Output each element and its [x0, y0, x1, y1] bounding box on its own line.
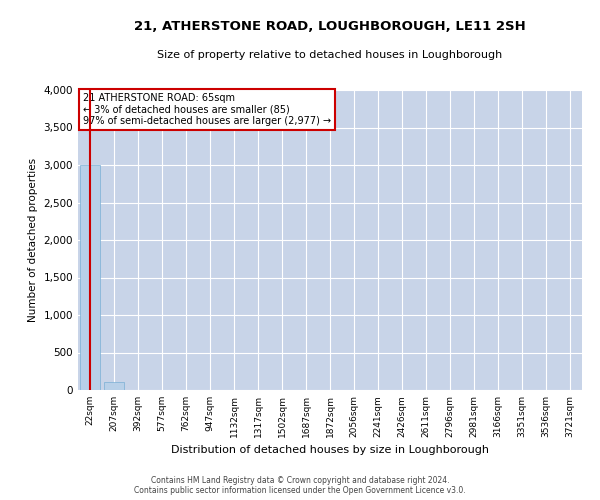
X-axis label: Distribution of detached houses by size in Loughborough: Distribution of detached houses by size …	[171, 446, 489, 456]
Bar	[104, 382, 124, 390]
Text: Size of property relative to detached houses in Loughborough: Size of property relative to detached ho…	[157, 50, 503, 60]
Y-axis label: Number of detached properties: Number of detached properties	[28, 158, 38, 322]
Text: Contains HM Land Registry data © Crown copyright and database right 2024.
Contai: Contains HM Land Registry data © Crown c…	[134, 476, 466, 495]
Bar	[80, 165, 100, 390]
Text: 21 ATHERSTONE ROAD: 65sqm
← 3% of detached houses are smaller (85)
97% of semi-d: 21 ATHERSTONE ROAD: 65sqm ← 3% of detach…	[83, 93, 331, 126]
Text: 21, ATHERSTONE ROAD, LOUGHBOROUGH, LE11 2SH: 21, ATHERSTONE ROAD, LOUGHBOROUGH, LE11 …	[134, 20, 526, 33]
